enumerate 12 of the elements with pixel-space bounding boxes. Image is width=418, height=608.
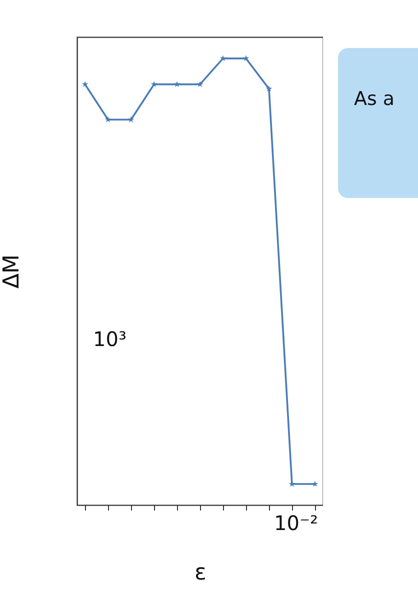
point (242, 55, 250, 62)
point (82, 80, 88, 88)
point (220, 55, 226, 62)
annotation: 10³ (93, 327, 126, 351)
point (128, 116, 134, 122)
point (266, 85, 272, 92)
y-axis-title: ΔM (0, 254, 24, 289)
point (312, 480, 318, 487)
x-axis-title: ε (194, 560, 206, 586)
point (104, 116, 112, 122)
text: 10⁻² (274, 511, 318, 535)
speech-bubble: As a (338, 48, 418, 198)
